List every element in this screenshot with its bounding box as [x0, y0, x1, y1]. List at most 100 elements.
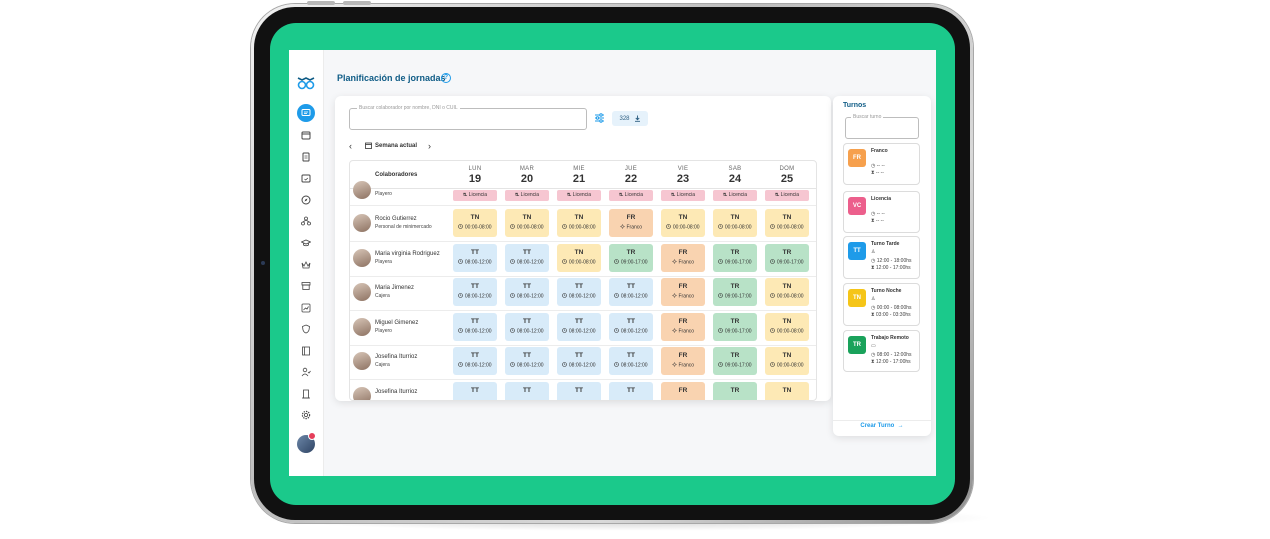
- shift-cell[interactable]: FR: [661, 381, 705, 400]
- leave-chip[interactable]: ⛐ Licencia: [453, 190, 497, 201]
- shift-cell[interactable]: TN 00:00-08:00: [505, 209, 549, 237]
- shift-cell[interactable]: FR Franco: [661, 312, 705, 341]
- shield-icon[interactable]: [298, 321, 314, 337]
- turno-card[interactable]: FR Franco ◷ -- -- ⧗ -- --: [843, 143, 920, 185]
- shift-cell[interactable]: TN 00:00-08:00: [765, 278, 809, 306]
- shift-cell[interactable]: TT 08:00-12:00: [453, 312, 497, 341]
- shift-code: TT: [575, 386, 583, 394]
- shift-time: Franco: [661, 362, 705, 369]
- shift-code: TR: [730, 283, 740, 290]
- chevron-right-icon[interactable]: ›: [428, 141, 432, 151]
- shift-cell[interactable]: TT 08:00-12:00: [505, 243, 549, 272]
- graduation-cap-icon[interactable]: [298, 235, 314, 251]
- team-icon[interactable]: [298, 364, 314, 380]
- app-screen: Planificación de jornadas ? Buscar colab…: [289, 50, 936, 476]
- shift-cell[interactable]: TN 00:00-08:00: [765, 347, 809, 375]
- chat-icon[interactable]: [297, 104, 315, 122]
- collaborator-name[interactable]: Maria virginia Rodriguez: [375, 250, 440, 257]
- collaborator-name[interactable]: Maria Jimenez: [375, 285, 415, 291]
- collaborator-name[interactable]: Josefina Iturrioz: [375, 388, 418, 395]
- shift-cell[interactable]: TT 08:00-12:00: [557, 312, 601, 341]
- shift-time: Franco: [661, 293, 705, 300]
- shift-cell[interactable]: TR: [713, 381, 757, 400]
- shift-cell[interactable]: TN 00:00-08:00: [713, 209, 757, 237]
- shift-cell[interactable]: TT 08:00-12:00: [557, 278, 601, 306]
- calendar-check-icon[interactable]: [298, 170, 314, 186]
- download-count-button[interactable]: 328: [612, 111, 648, 126]
- shift-cell[interactable]: TT 08:00-12:00: [609, 278, 653, 306]
- shift-cell[interactable]: TT 08:00-12:00: [453, 278, 497, 306]
- shift-cell[interactable]: TR 09:00-17:00: [609, 243, 653, 272]
- shift-cell[interactable]: TT 08:00-12:00: [453, 347, 497, 375]
- turno-card[interactable]: TT Turno Tarde ♙ ◷ 12:00 - 18:00hs ⧗ 12:00 -…: [843, 236, 920, 279]
- turno-card[interactable]: TR Trabajo Remoto ▭ ◷ 08:00 - 12:00hs ⧗ 12:0…: [843, 330, 920, 372]
- collaborator-name[interactable]: Rocio Gutierrez: [375, 216, 417, 222]
- search-input[interactable]: [349, 108, 587, 130]
- shift-cell[interactable]: FR Franco: [609, 209, 653, 237]
- shift-cell[interactable]: TT 08:00-12:00: [609, 347, 653, 375]
- shift-cell[interactable]: TR 09:00-17:00: [713, 347, 757, 375]
- archive-icon[interactable]: [298, 278, 314, 294]
- leave-chip[interactable]: ⛐ Licencia: [765, 190, 809, 201]
- book-icon[interactable]: [298, 343, 314, 359]
- turno-card[interactable]: VC Licencia ◷ -- -- ⧗ -- --: [843, 191, 920, 233]
- leave-chip[interactable]: ⛐ Licencia: [713, 190, 757, 201]
- shift-cell[interactable]: FR Franco: [661, 278, 705, 306]
- shift-time: 00:00-08:00: [453, 224, 497, 231]
- shift-cell[interactable]: TN: [765, 381, 809, 400]
- door-icon[interactable]: [298, 386, 314, 402]
- day-name: DOM: [779, 166, 795, 172]
- shift-cell[interactable]: TT 08:00-12:00: [609, 312, 653, 341]
- shift-cell[interactable]: TN 00:00-08:00: [557, 209, 601, 237]
- shift-cell[interactable]: TN 00:00-08:00: [765, 209, 809, 237]
- owl-logo-icon[interactable]: [296, 76, 316, 90]
- shift-cell[interactable]: TN 00:00-08:00: [557, 243, 601, 272]
- day-date: 23: [676, 173, 690, 185]
- shift-cell[interactable]: TR 09:00-17:00: [765, 243, 809, 272]
- compass-icon[interactable]: [298, 192, 314, 208]
- shift-cell[interactable]: TT 08:00-12:00: [505, 312, 549, 341]
- shift-cell[interactable]: TN 00:00-08:00: [453, 209, 497, 237]
- chart-icon[interactable]: [298, 300, 314, 316]
- shift-cell[interactable]: TT: [505, 381, 549, 400]
- leave-chip[interactable]: ⛐ Licencia: [661, 190, 705, 201]
- shift-cell[interactable]: TT 08:00-12:00: [557, 347, 601, 375]
- shift-cell[interactable]: TT 08:00-12:00: [505, 347, 549, 375]
- leave-chip[interactable]: ⛐ Licencia: [609, 190, 653, 201]
- user-icon: ♙: [871, 249, 876, 255]
- gear-icon[interactable]: [298, 407, 314, 423]
- shift-cell[interactable]: TT 08:00-12:00: [505, 278, 549, 306]
- help-circle-icon[interactable]: ?: [441, 73, 451, 83]
- chevron-left-icon[interactable]: ‹: [349, 141, 352, 151]
- crown-icon[interactable]: [298, 257, 314, 273]
- collaborator-name[interactable]: Miguel Gimenez: [375, 319, 419, 326]
- shift-cell[interactable]: FR Franco: [661, 243, 705, 272]
- shift-cell[interactable]: TT: [609, 381, 653, 400]
- shift-cell[interactable]: TT 08:00-12:00: [453, 243, 497, 272]
- shift-cell[interactable]: TN 00:00-08:00: [661, 209, 705, 237]
- shift-cell[interactable]: TN 00:00-08:00: [765, 312, 809, 341]
- shift-code: FR: [678, 248, 688, 256]
- turno-code-badge: TN: [848, 289, 866, 307]
- filter-sliders-icon[interactable]: [594, 113, 605, 126]
- shift-cell[interactable]: TR 09:00-17:00: [713, 312, 757, 341]
- turno-search-input[interactable]: [845, 117, 919, 139]
- shift-time: 00:00-08:00: [661, 224, 705, 231]
- shift-code: TT: [627, 386, 635, 394]
- org-chart-icon[interactable]: [298, 213, 314, 229]
- create-turno-button[interactable]: Crear Turno →: [833, 423, 931, 429]
- document-icon[interactable]: [298, 149, 314, 165]
- shift-cell[interactable]: TT: [453, 381, 497, 400]
- collaborator-name[interactable]: Josefina Iturrioz: [375, 354, 418, 360]
- turno-code-badge: FR: [848, 149, 866, 167]
- leave-chip[interactable]: ⛐ Licencia: [505, 190, 549, 201]
- shift-cell[interactable]: FR Franco: [661, 347, 705, 375]
- shift-cell[interactable]: TR 09:00-17:00: [713, 243, 757, 272]
- leave-chip[interactable]: ⛐ Licencia: [557, 190, 601, 201]
- turnos-panel: Turnos Buscar turno Crear Turno → FR Fran…: [833, 96, 931, 436]
- week-label[interactable]: Semana actual: [375, 143, 418, 149]
- turno-card[interactable]: TN Turno Noche ♙ ◷ 00:00 - 08:00hs ⧗ 03:00 -…: [843, 283, 920, 326]
- shift-cell[interactable]: TT: [557, 381, 601, 400]
- shift-cell[interactable]: TR 09:00-17:00: [713, 278, 757, 306]
- calendar-icon[interactable]: [298, 127, 314, 143]
